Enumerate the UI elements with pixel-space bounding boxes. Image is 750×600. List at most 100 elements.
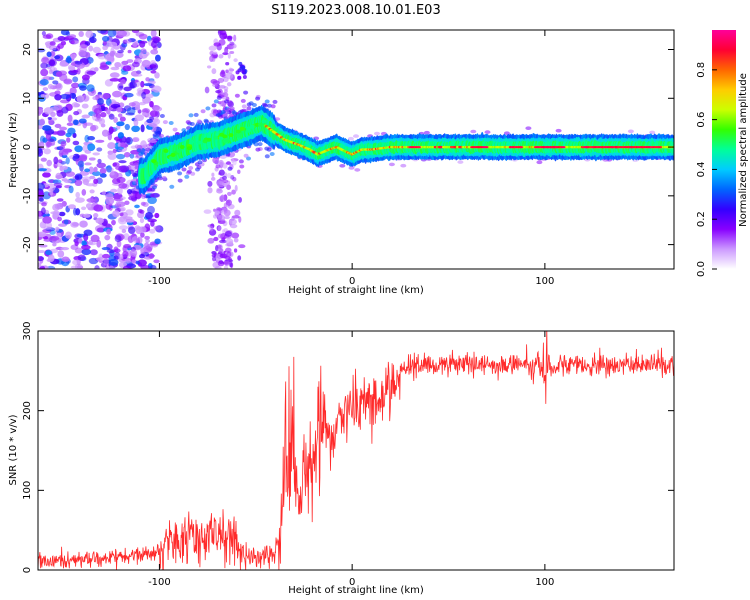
heatmap-cell: [86, 70, 97, 75]
heatmap-cell: [108, 113, 115, 120]
heatmap-cell: [94, 265, 100, 269]
heatmap-cell: [145, 147, 151, 152]
heatmap-cell: [117, 49, 124, 54]
heatmap-cell: [196, 140, 202, 145]
heatmap-cell: [58, 223, 67, 227]
heatmap-cell: [147, 196, 157, 205]
heatmap-cell: [93, 178, 99, 185]
heatmap-cell: [223, 265, 229, 269]
heatmap-cell: [211, 108, 219, 115]
heatmap-cell: [124, 200, 130, 205]
heatmap-cell: [255, 147, 261, 152]
heatmap-cell: [38, 244, 48, 248]
heatmap-cell: [233, 58, 238, 63]
heatmap-cell: [63, 179, 72, 184]
heatmap-cell: [236, 133, 242, 138]
heatmap-cell: [150, 49, 159, 55]
heatmap-cell: [109, 72, 120, 78]
heatmap-cell: [218, 159, 224, 167]
heatmap-cell: [485, 146, 489, 149]
heatmap-cell: [45, 250, 53, 256]
heatmap-cell: [215, 90, 221, 94]
heatmap-cell: [38, 107, 44, 115]
heatmap-cell: [218, 39, 226, 46]
heatmap-cell: [185, 120, 191, 125]
heatmap-cell: [211, 251, 217, 255]
heatmap-cell: [241, 69, 246, 74]
heatmap-cell: [210, 176, 216, 181]
heatmap-cell: [93, 107, 102, 114]
heatmap-cell: [81, 74, 90, 81]
heatmap-cell: [163, 148, 169, 153]
heatmap-cell: [211, 103, 217, 108]
colorbar-gradient: [712, 30, 736, 269]
heatmap-cell: [121, 228, 127, 234]
heatmap-cell: [116, 153, 125, 160]
heatmap-cell: [96, 239, 102, 248]
heatmap-cell: [227, 100, 234, 108]
heatmap-cell: [226, 173, 232, 179]
heatmap-cell: [108, 258, 119, 266]
heatmap-cell: [228, 133, 234, 138]
heatmap-cell: [126, 188, 133, 195]
heatmap-cell: [211, 57, 216, 62]
heatmap-cell: [138, 33, 148, 40]
heatmap-cell: [274, 117, 281, 121]
heatmap-cell: [50, 111, 56, 118]
heatmap-cell: [47, 116, 52, 120]
heatmap-cell: [109, 77, 120, 82]
heatmap-cell: [240, 98, 246, 103]
heatmap-cell: [137, 109, 142, 114]
heatmap-cell: [89, 175, 96, 180]
heatmap-cell: [106, 164, 112, 173]
heatmap-cell: [144, 242, 150, 249]
heatmap-cell: [122, 265, 132, 269]
heatmap-cell: [113, 246, 119, 253]
heatmap-cell: [135, 260, 140, 265]
heatmap-cell: [227, 52, 231, 59]
heatmap-cell: [42, 87, 49, 91]
heatmap-cell: [56, 232, 62, 237]
colorbar-ticks: 0.00.20.40.60.8: [696, 62, 717, 277]
heatmap-cell: [88, 166, 95, 175]
heatmap-cell: [92, 152, 100, 156]
heatmap-cell: [246, 106, 252, 111]
heatmap-cell: [59, 126, 68, 131]
heatmap-cell: [135, 104, 141, 111]
heatmap-cell: [140, 124, 145, 133]
heatmap-cell: [65, 31, 71, 37]
heatmap-cell: [255, 96, 261, 101]
heatmap-cell: [209, 225, 214, 232]
heatmap-cell: [151, 159, 157, 164]
heatmap-cell: [213, 135, 219, 140]
heatmap-cell: [76, 68, 81, 75]
heatmap-cell: [145, 93, 154, 99]
heatmap-cell: [217, 225, 222, 231]
heatmap-cell: [124, 38, 132, 44]
heatmap-cell: [83, 213, 91, 218]
heatmap-cell: [249, 124, 255, 129]
heatmap-cell: [97, 98, 104, 105]
heatmap-cell: [213, 99, 219, 104]
heatmap-cell: [138, 101, 146, 106]
heatmap-cell: [140, 48, 147, 54]
heatmap-cell: [149, 193, 155, 198]
heatmap-cell: [72, 259, 81, 266]
heatmap-cell: [74, 145, 83, 153]
heatmap-cell: [186, 169, 192, 174]
heatmap-cell: [400, 163, 407, 168]
heatmap-cell: [74, 175, 80, 181]
heatmap-cell: [83, 122, 94, 126]
heatmap-cell: [116, 121, 125, 127]
heatmap-cell: [84, 168, 91, 173]
heatmap-cell: [149, 228, 156, 234]
heatmap-cell: [54, 94, 62, 101]
heatmap-cell: [117, 30, 127, 38]
heatmap-cell: [149, 116, 155, 121]
heatmap-cell: [56, 198, 64, 202]
heatmap-cell: [266, 103, 272, 108]
heatmap-cell: [118, 160, 127, 164]
heatmap-cell: [107, 30, 117, 37]
heatmap-cell: [118, 182, 128, 189]
heatmap-cell: [74, 247, 84, 254]
